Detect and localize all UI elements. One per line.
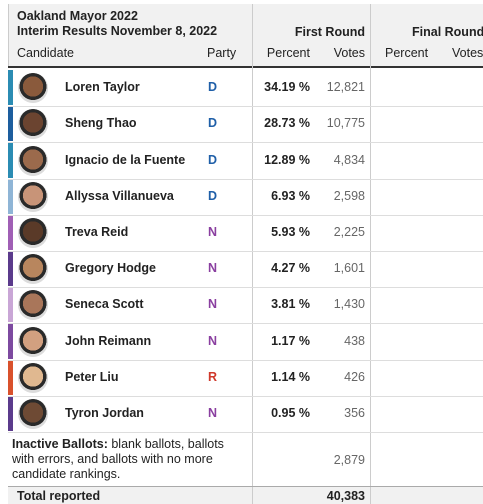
votes: 2,598 <box>333 188 365 203</box>
party: N <box>208 224 218 239</box>
percent: 6.93 % <box>271 188 310 203</box>
avatar <box>18 326 48 357</box>
party: N <box>208 333 218 348</box>
candidate-name: Gregory Hodge <box>65 261 156 276</box>
inactive-text: blank ballots, ballots with errors, and … <box>12 437 224 481</box>
left-border <box>8 4 9 66</box>
subtitle: Interim Results November 8, 2022 <box>17 24 218 38</box>
total-votes: 40,383 <box>326 489 365 503</box>
col-party: Party <box>207 46 237 60</box>
stripe <box>8 395 13 431</box>
party: N <box>208 261 218 276</box>
avatar <box>18 254 48 285</box>
percent: 3.81 % <box>271 297 310 312</box>
stripe <box>8 287 13 323</box>
inactive-votes: 2,879 <box>333 453 365 467</box>
percent: 4.27 % <box>271 261 310 276</box>
row-rule <box>8 287 483 289</box>
inactive-label: Inactive Ballots: <box>12 437 108 451</box>
party: R <box>208 369 218 384</box>
row-rule <box>8 178 483 180</box>
votes: 426 <box>344 369 365 384</box>
stripe <box>8 178 13 214</box>
total-bg <box>8 486 483 504</box>
candidate-name: Allyssa Villanueva <box>65 188 174 203</box>
avatar <box>18 73 48 104</box>
candidate-name: Treva Reid <box>65 224 129 239</box>
votes: 4,834 <box>333 152 365 167</box>
stripe <box>8 106 13 142</box>
inactive-note: Inactive Ballots: blank ballots, ballots… <box>12 437 248 482</box>
col-candidate: Candidate <box>17 46 74 60</box>
stripe <box>8 214 13 250</box>
stripe <box>8 251 13 287</box>
col-votes: Votes <box>333 46 365 60</box>
candidate-name: Loren Taylor <box>65 80 140 95</box>
row-rule <box>8 214 483 216</box>
party: D <box>208 188 218 203</box>
header-bg <box>8 4 483 66</box>
votes: 356 <box>344 405 365 420</box>
votes: 12,821 <box>326 80 365 95</box>
percent: 12.89 % <box>264 152 310 167</box>
row-rule <box>8 323 483 325</box>
final-round: Final Round <box>412 25 483 39</box>
row-rule <box>8 106 483 108</box>
votes: 438 <box>344 333 365 348</box>
title: Oakland Mayor 2022 <box>17 9 138 23</box>
row-rule <box>8 359 483 361</box>
header-rule <box>8 66 483 68</box>
row-rule <box>8 395 483 397</box>
total-label: Total reported <box>17 489 101 503</box>
avatar <box>18 398 48 429</box>
row-rule <box>8 251 483 252</box>
party: D <box>208 116 218 131</box>
votes: 10,775 <box>326 116 365 131</box>
stripe <box>8 359 13 395</box>
stripe <box>8 70 13 106</box>
divider <box>252 4 253 504</box>
votes: 2,225 <box>333 224 365 239</box>
candidate-name: Peter Liu <box>65 369 119 384</box>
votes: 1,430 <box>333 297 365 312</box>
avatar <box>18 217 48 248</box>
row-rule <box>8 432 483 433</box>
percent: 28.73 % <box>264 116 310 131</box>
party: N <box>208 405 218 420</box>
party: D <box>208 152 218 167</box>
first-round: First Round <box>294 25 365 39</box>
avatar <box>18 362 48 393</box>
candidate-name: Tyron Jordan <box>65 405 144 420</box>
party: N <box>208 297 218 312</box>
col-percent: Percent <box>266 46 310 60</box>
avatar <box>18 145 48 176</box>
candidate-name: John Reimann <box>65 333 152 348</box>
avatar <box>18 109 48 140</box>
avatar <box>18 181 48 212</box>
col-final-votes: Votes <box>452 46 483 60</box>
percent: 34.19 % <box>264 80 310 95</box>
candidate-name: Seneca Scott <box>65 297 144 312</box>
divider <box>370 4 371 504</box>
percent: 5.93 % <box>271 224 310 239</box>
percent: 1.17 % <box>271 333 310 348</box>
stripe <box>8 142 13 178</box>
candidate-name: Ignacio de la Fuente <box>65 152 186 167</box>
row-rule <box>8 486 483 487</box>
votes: 1,601 <box>333 261 365 276</box>
col-final-percent: Percent <box>385 46 429 60</box>
stripe <box>8 323 13 359</box>
percent: 0.95 % <box>271 405 310 420</box>
row-rule <box>8 142 483 144</box>
percent: 1.14 % <box>271 369 310 384</box>
avatar <box>18 290 48 321</box>
candidate-name: Sheng Thao <box>65 116 137 131</box>
party: D <box>208 80 218 95</box>
